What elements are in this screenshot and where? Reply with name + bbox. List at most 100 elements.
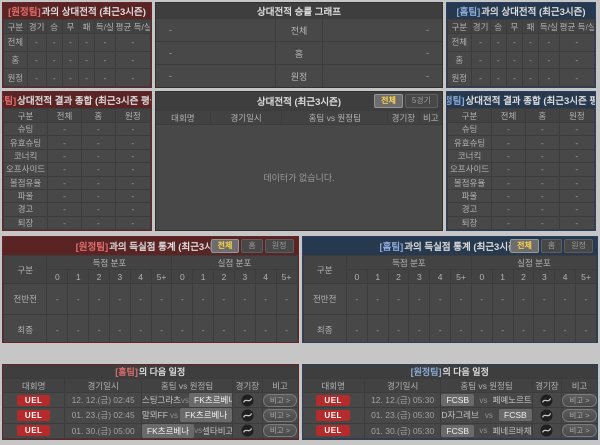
note-button[interactable]: 비고 > bbox=[262, 408, 298, 422]
stat-cell: - bbox=[524, 148, 560, 164]
bin-header: 2 bbox=[387, 269, 410, 284]
stat-cell: - bbox=[46, 314, 69, 342]
note-button[interactable]: 비고 > bbox=[262, 424, 298, 438]
table-row: 전체 - - - - - - bbox=[3, 33, 151, 52]
filter-home-button[interactable]: 홈 bbox=[540, 239, 563, 253]
stadium-icon[interactable] bbox=[540, 394, 553, 407]
note-button[interactable]: 비고 > bbox=[262, 393, 298, 407]
stat-cell: - bbox=[213, 314, 235, 342]
panel-title: 상대전적 (최근3시즌) 전체 5경기 bbox=[156, 92, 442, 110]
stat-cell: - bbox=[77, 33, 96, 52]
stat-cell: - bbox=[47, 121, 82, 137]
filter-all-button[interactable]: 전체 bbox=[210, 239, 240, 253]
stat-cell: - bbox=[533, 314, 556, 342]
row-label: 홈 bbox=[447, 50, 472, 70]
stat-cell: - bbox=[275, 314, 298, 342]
stat-cell: - bbox=[524, 215, 560, 230]
bin-header: 3 bbox=[108, 269, 131, 284]
goals-for-group-header: 득점 분포 bbox=[345, 255, 472, 270]
panel-h2h-vs-away: [원정팀] 과의 상대전적 (최근3시즌) 구분 경기 승 무 패 득/실 평균 득/실 전체… bbox=[2, 2, 152, 88]
table-row: 유효슈팅 - - - bbox=[3, 135, 151, 150]
vs-label: vs bbox=[484, 410, 493, 420]
column-header: 경기일시 bbox=[210, 110, 283, 125]
column-header: 비고 bbox=[419, 110, 442, 125]
stat-cell: - bbox=[408, 314, 431, 342]
bin-header: 4 bbox=[429, 269, 452, 284]
column-header: 구분 bbox=[447, 19, 472, 34]
panel-h2h-match-list: 상대전적 (최근3시즌) 전체 5경기 대회명 경기일시 홈팀 vs 원정팀 경기장 비… bbox=[155, 91, 443, 231]
stat-cell: - bbox=[114, 215, 151, 230]
stat-cell: - bbox=[429, 283, 452, 315]
bin-header: 5+ bbox=[450, 269, 472, 284]
stat-cell: - bbox=[491, 135, 526, 150]
stat-cell: - bbox=[150, 314, 173, 342]
panel-title-text: 과의 상대전적 (최근3시즌) bbox=[481, 7, 586, 18]
stat-cell: - bbox=[558, 175, 595, 190]
panel-title-text: 과의 득실점 통계 (최근3시즌) bbox=[404, 242, 520, 253]
vs-label: vs bbox=[194, 426, 203, 436]
panel-title: [홈팀] 의 다음 일정 bbox=[3, 365, 298, 378]
stat-cell: - bbox=[491, 202, 526, 217]
stat-cell: - bbox=[505, 68, 523, 87]
bin-header: 5+ bbox=[575, 269, 597, 284]
stat-cell: - bbox=[524, 175, 560, 190]
match-list-header: 대회명 경기일시 홈팀 vs 원정팀 경기장 비고 bbox=[156, 110, 442, 125]
panel-title: [원정팀] 의 다음 일정 bbox=[302, 365, 597, 378]
panel-title: [홈팀] 과의 상대전적 (최근3시즌) bbox=[447, 3, 595, 19]
stat-cell: - bbox=[491, 148, 526, 164]
stadium-icon[interactable] bbox=[540, 424, 553, 437]
match-datetime: 12. 12.(금) 05:30 bbox=[364, 391, 442, 409]
stat-cell: - bbox=[470, 68, 491, 87]
row-label: 홈 bbox=[3, 50, 28, 70]
home-team-name: FCSB bbox=[441, 394, 475, 407]
stat-cell: - bbox=[524, 121, 560, 137]
note-button[interactable]: 비고 > bbox=[562, 393, 597, 407]
away-team-tag: [원정팀] bbox=[447, 96, 465, 107]
graph-row: - 원정 - bbox=[156, 65, 442, 87]
column-header: 대회명 bbox=[302, 378, 365, 393]
stat-cell: - bbox=[80, 121, 116, 137]
away-team-name: FK츠르베나 bbox=[189, 393, 232, 407]
stadium-icon[interactable] bbox=[241, 409, 254, 422]
goal-stats-table: 구분 득점 분포 실점 분포 0 1 2 3 4 5+ 0 1 2 3 4 5+ 전반전 - - - - - - - - -… bbox=[2, 255, 298, 342]
stat-cell: - bbox=[491, 215, 526, 230]
note-button[interactable]: 비고 > bbox=[562, 424, 597, 438]
stat-cell: - bbox=[67, 283, 90, 315]
panel-goal-stats-vs-home: [홈팀] 과의 득실점 통계 (최근3시즌) 전체 홈 원정 구분 득점 분포 실점 … bbox=[301, 236, 598, 343]
column-header: 경기일시 bbox=[64, 378, 142, 393]
filter-all-button[interactable]: 전체 bbox=[510, 239, 539, 253]
table-row: 유효슈팅 - - - bbox=[447, 135, 595, 150]
column-header: 구분 bbox=[2, 255, 48, 284]
note-button[interactable]: 비고 > bbox=[562, 408, 597, 422]
filter-away-button[interactable]: 원정 bbox=[264, 239, 294, 253]
stadium-icon[interactable] bbox=[241, 424, 254, 437]
panel-title-text: 의 다음 일정 bbox=[442, 367, 489, 377]
table-row: 퇴장 - - - bbox=[447, 215, 595, 230]
stat-cell: - bbox=[524, 135, 560, 150]
stat-cell: - bbox=[45, 50, 63, 70]
stat-cell: - bbox=[150, 283, 173, 315]
table-row: 슈팅 - - - bbox=[3, 121, 151, 137]
row-label: 볼점유율 bbox=[447, 175, 493, 190]
table-row: 퇴장 - - - bbox=[3, 215, 151, 230]
stat-cell: - bbox=[114, 33, 151, 52]
filter-5games-button[interactable]: 5경기 bbox=[404, 94, 438, 108]
stat-cell: - bbox=[108, 314, 131, 342]
away-team-name: 페네르바체 bbox=[492, 425, 532, 436]
graph-row: -홈- bbox=[156, 42, 442, 65]
home-team-name: FK츠르베나 bbox=[141, 424, 195, 438]
filter-away-button[interactable]: 원정 bbox=[564, 239, 593, 253]
stadium-icon[interactable] bbox=[241, 394, 254, 407]
column-header: 경기일시 bbox=[364, 378, 442, 393]
filter-all-button[interactable]: 전체 bbox=[374, 94, 403, 108]
panel-title: 상대전적 승률 그래프 bbox=[156, 3, 442, 19]
stadium-icon[interactable] bbox=[540, 409, 553, 422]
panel-title-text: 의 다음 일정 bbox=[138, 367, 186, 377]
filter-home-button[interactable]: 홈 bbox=[241, 239, 263, 253]
graph-row-label: 원정 bbox=[275, 65, 323, 87]
row-label: 파울 bbox=[3, 188, 49, 204]
stat-cell: - bbox=[47, 162, 82, 177]
stat-cell: - bbox=[512, 283, 535, 315]
row-label: 전반전 bbox=[302, 283, 347, 315]
panel-title: [원정팀] 상대전적 결과 종합 (최근3시즌 평균) bbox=[447, 92, 595, 108]
